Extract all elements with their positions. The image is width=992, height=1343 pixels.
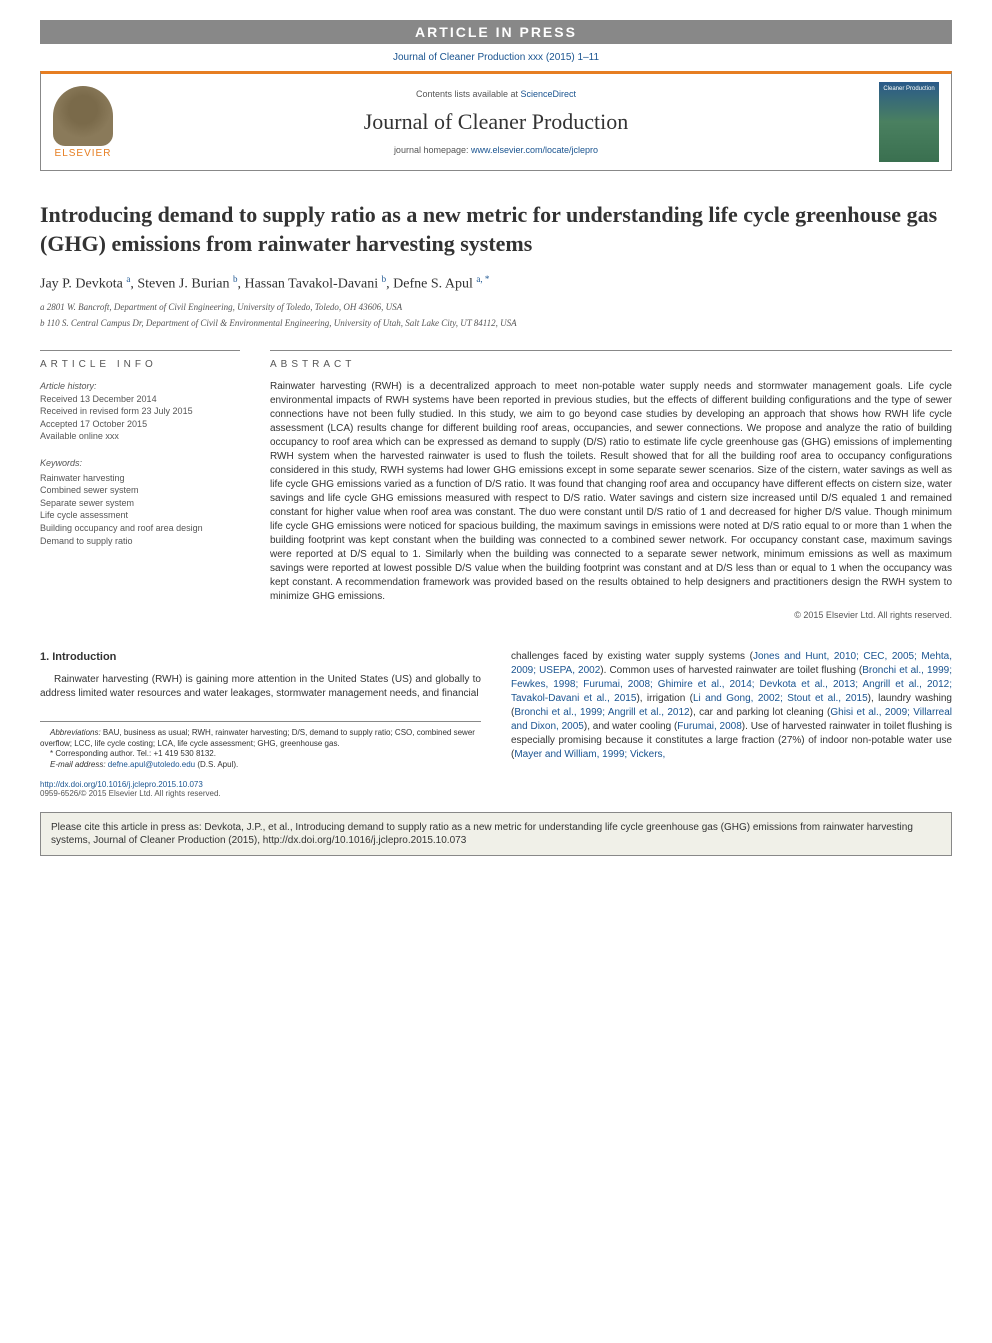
abbrev-label: Abbreviations: xyxy=(50,728,101,737)
col2-text-e: ), car and parking lot cleaning ( xyxy=(690,707,831,718)
authors-line: Jay P. Devkota a, Steven J. Burian b, Ha… xyxy=(40,274,952,293)
doi-link[interactable]: http://dx.doi.org/10.1016/j.jclepro.2015… xyxy=(40,780,203,789)
affiliation-b: b 110 S. Central Campus Dr, Department o… xyxy=(40,317,952,330)
article-info-col: ARTICLE INFO Article history: Received 1… xyxy=(40,350,240,620)
contents-prefix: Contents lists available at xyxy=(416,89,521,99)
article-main: Introducing demand to supply ratio as a … xyxy=(40,201,952,620)
keywords-label: Keywords: xyxy=(40,457,240,470)
ref-link-4[interactable]: Bronchi et al., 1999; Angrill et al., 20… xyxy=(514,707,689,718)
footnotes: Abbreviations: BAU, business as usual; R… xyxy=(40,721,481,770)
abstract-copyright: © 2015 Elsevier Ltd. All rights reserved… xyxy=(270,610,952,620)
keyword-5: Building occupancy and roof area design xyxy=(40,523,203,533)
elsevier-tree-icon xyxy=(53,86,113,146)
keyword-4: Life cycle assessment xyxy=(40,510,128,520)
homepage-line: journal homepage: www.elsevier.com/locat… xyxy=(133,145,859,155)
col2-text-f: ), and water cooling ( xyxy=(584,721,677,732)
corresponding-author: * Corresponding author. Tel.: +1 419 530… xyxy=(40,749,481,759)
author-4: Defne S. Apul xyxy=(393,277,473,292)
received-date: Received 13 December 2014 xyxy=(40,394,157,404)
author-3: Hassan Tavakol-Davani xyxy=(244,277,378,292)
homepage-prefix: journal homepage: xyxy=(394,145,471,155)
info-abstract-row: ARTICLE INFO Article history: Received 1… xyxy=(40,350,952,620)
col2-text-c: ), irrigation ( xyxy=(636,693,693,704)
abstract-header: ABSTRACT xyxy=(270,350,952,370)
col2-text-b: ). Common uses of harvested rainwater ar… xyxy=(600,665,862,676)
keyword-3: Separate sewer system xyxy=(40,498,134,508)
contents-line: Contents lists available at ScienceDirec… xyxy=(133,89,859,99)
col2-text-a: challenges faced by existing water suppl… xyxy=(511,651,753,662)
abstract-text: Rainwater harvesting (RWH) is a decentra… xyxy=(270,380,952,604)
intro-para-1: Rainwater harvesting (RWH) is gaining mo… xyxy=(40,673,481,701)
journal-header: ELSEVIER Contents lists available at Sci… xyxy=(40,71,952,171)
homepage-link[interactable]: www.elsevier.com/locate/jclepro xyxy=(471,145,598,155)
header-center: Contents lists available at ScienceDirec… xyxy=(133,89,859,155)
elsevier-logo: ELSEVIER xyxy=(53,86,113,159)
accepted-date: Accepted 17 October 2015 xyxy=(40,419,147,429)
history-label: Article history: xyxy=(40,381,97,391)
keywords-block: Keywords: Rainwater harvesting Combined … xyxy=(40,457,240,547)
ref-link-7[interactable]: Mayer and William, 1999; Vickers, xyxy=(514,749,665,760)
elsevier-text: ELSEVIER xyxy=(55,148,112,159)
author-1-aff: a xyxy=(126,274,130,284)
author-4-aff: a, * xyxy=(476,274,489,284)
article-info-header: ARTICLE INFO xyxy=(40,350,240,370)
journal-cover-icon xyxy=(879,82,939,162)
abbreviations: Abbreviations: BAU, business as usual; R… xyxy=(40,728,481,749)
body-columns: 1. Introduction Rainwater harvesting (RW… xyxy=(40,650,952,770)
author-3-aff: b xyxy=(382,274,387,284)
keyword-1: Rainwater harvesting xyxy=(40,473,125,483)
body-col-left: 1. Introduction Rainwater harvesting (RW… xyxy=(40,650,481,770)
intro-para-continued: challenges faced by existing water suppl… xyxy=(511,650,952,762)
body-col-right: challenges faced by existing water suppl… xyxy=(511,650,952,770)
sciencedirect-link[interactable]: ScienceDirect xyxy=(521,89,577,99)
author-2: Steven J. Burian xyxy=(137,277,229,292)
email-suffix: (D.S. Apul). xyxy=(195,760,238,769)
article-history: Article history: Received 13 December 20… xyxy=(40,380,240,443)
keyword-2: Combined sewer system xyxy=(40,485,139,495)
email-line: E-mail address: defne.apul@utoledo.edu (… xyxy=(40,760,481,770)
introduction-header: 1. Introduction xyxy=(40,650,481,665)
citation-box: Please cite this article in press as: De… xyxy=(40,812,952,856)
ref-link-3[interactable]: Li and Gong, 2002; Stout et al., 2015 xyxy=(693,693,868,704)
abbrev-text: BAU, business as usual; RWH, rainwater h… xyxy=(40,728,475,747)
revised-date: Received in revised form 23 July 2015 xyxy=(40,406,193,416)
online-date: Available online xxx xyxy=(40,431,119,441)
article-in-press-banner: ARTICLE IN PRESS xyxy=(40,20,952,44)
ref-link-6[interactable]: Furumai, 2008 xyxy=(677,721,742,732)
doi-block: http://dx.doi.org/10.1016/j.jclepro.2015… xyxy=(40,780,952,798)
affiliation-a: a 2801 W. Bancroft, Department of Civil … xyxy=(40,301,952,314)
journal-name: Journal of Cleaner Production xyxy=(133,109,859,135)
article-title: Introducing demand to supply ratio as a … xyxy=(40,201,952,258)
keyword-6: Demand to supply ratio xyxy=(40,536,133,546)
email-link[interactable]: defne.apul@utoledo.edu xyxy=(108,760,195,769)
abstract-col: ABSTRACT Rainwater harvesting (RWH) is a… xyxy=(270,350,952,620)
journal-reference: Journal of Cleaner Production xxx (2015)… xyxy=(0,52,992,63)
email-label: E-mail address: xyxy=(50,760,108,769)
issn-copyright: 0959-6526/© 2015 Elsevier Ltd. All right… xyxy=(40,789,221,798)
author-1: Jay P. Devkota xyxy=(40,277,123,292)
author-2-aff: b xyxy=(233,274,238,284)
